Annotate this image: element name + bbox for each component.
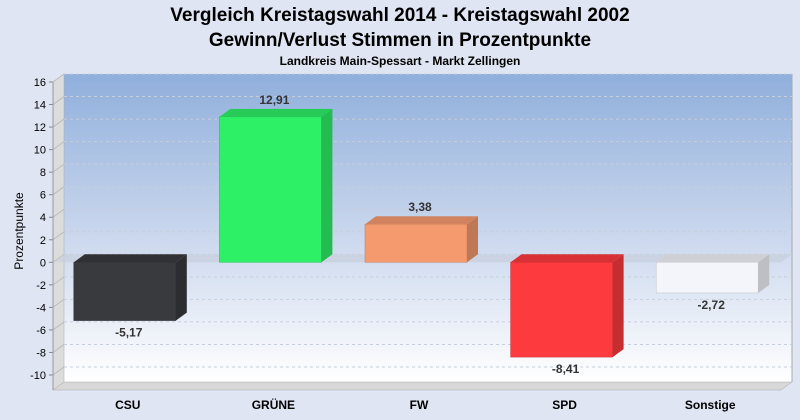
floor [52,381,793,391]
gridline-side [52,366,65,376]
bar-spd [510,262,613,358]
y-tick-label: -2 [36,280,46,292]
bar-top [73,254,187,263]
category-label: GRÜNE [252,397,295,412]
y-tick-label: 12 [34,122,46,134]
y-tick-label: -8 [36,347,46,359]
bar-top [219,108,333,117]
bar-side [321,108,333,263]
y-tick-label: 2 [40,235,46,247]
value-label: -5,17 [115,326,143,340]
value-label: -2,72 [698,298,726,312]
category-label: SPD [552,398,577,412]
bar-side [467,216,478,263]
gridline-side [52,253,65,263]
bar-side [758,254,770,293]
bar-side [612,254,624,358]
y-tick-label: -10 [30,370,46,382]
gridline-side [52,96,65,105]
gridline-side [52,186,65,196]
bar-csu [73,262,177,321]
gridline-side [52,298,65,308]
chart-subtitle: Gewinn/Verlust Stimmen in Prozentpunkte [209,30,591,51]
bar-sonstige [655,262,759,294]
value-label: 3,38 [408,200,432,214]
y-axis-label: Prozentpunkte [12,192,26,270]
gridline-side [52,118,65,128]
y-tick-label: 14 [34,100,46,112]
left-wall [52,73,65,391]
bar-grüne [219,116,322,263]
y-tick-label: 0 [40,257,46,269]
y-tick-label: 4 [40,212,46,224]
bar-side [175,254,187,321]
gridline-side [52,141,65,151]
value-label: 12,91 [259,93,289,107]
chart-subsubtitle: Landkreis Main-Spessart - Markt Zellinge… [280,54,521,68]
y-tick-label: 10 [34,145,46,157]
chart-title: Vergleich Kreistagswahl 2014 - Kreistags… [170,5,629,26]
gridline-side [52,231,65,241]
gridline-side [52,344,65,353]
bar-fw [364,223,468,263]
y-tick-label: -6 [36,325,46,337]
y-tick-label: 6 [40,190,46,202]
bar-top [365,216,478,225]
gridline-side [52,321,65,331]
gridline-side [52,208,65,218]
category-label: CSU [115,398,140,412]
bar-top [656,254,770,263]
gridline-side [52,73,65,83]
bar-top [510,254,624,263]
category-label: FW [410,398,429,412]
y-tick-label: -4 [36,302,46,314]
y-tick-label: 8 [40,167,46,179]
gridline-side [52,163,65,173]
y-tick-label: 16 [34,77,46,89]
category-label: Sonstige [685,398,736,412]
value-label: -8,41 [552,362,580,376]
gridline-side [52,276,65,286]
